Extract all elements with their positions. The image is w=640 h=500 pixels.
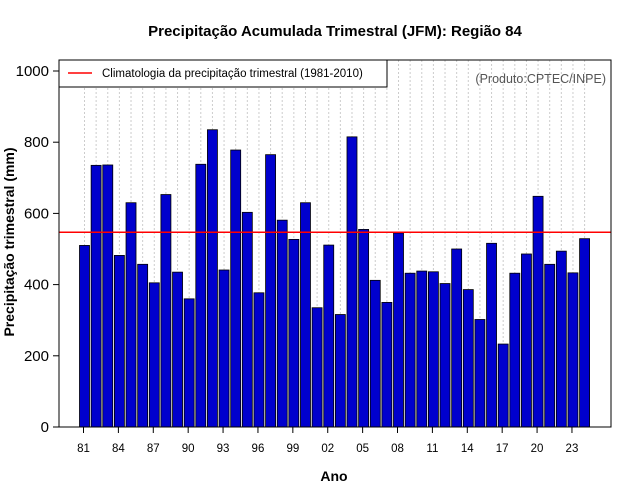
bar-06 [369,279,381,428]
legend-box [58,59,388,88]
legend: Climatologia da precipitação trimestral … [58,59,388,88]
bar-96 [253,292,265,428]
bar-02 [323,244,335,428]
y-tick-label-0: 0 [41,419,49,436]
credit-text: (Produto:CPTEC/INPE) [475,72,606,86]
bar-10 [416,270,428,428]
x-tick-label-17: 17 [496,443,509,455]
x-axis: 81 84 87 90 93 96 99 02 05 08 11 14 17 20 23 [77,427,578,455]
bar-92 [207,129,218,428]
bar-82 [90,164,102,428]
x-tick-label-08: 08 [391,443,404,455]
y-axis: 0 200 400 600 800 1000 [16,63,59,436]
y-axis-label: Precipitação trimestral (mm) [1,147,17,336]
bar-84 [113,255,125,428]
bar-05 [358,229,370,428]
bar-21 [544,263,556,428]
bar-98 [276,219,288,428]
bar-99 [288,238,300,428]
bar-08 [393,232,404,428]
bar-23 [567,272,579,428]
bar-01 [311,307,323,428]
bar-89 [172,271,183,428]
bar-18 [509,272,521,428]
x-tick-label-96: 96 [252,443,265,455]
bar-93 [218,269,230,428]
chart-title: Precipitação Acumulada Trimestral (JFM):… [148,23,522,40]
bar-19 [521,253,532,428]
x-tick-label-11: 11 [426,443,438,455]
bar-17 [497,343,509,428]
x-tick-label-90: 90 [182,443,195,455]
bar-95 [241,211,253,428]
x-tick-label-84: 84 [112,443,125,455]
bar-97 [265,154,276,428]
x-axis-label: Ano [320,468,347,484]
x-tick-label-14: 14 [461,443,474,455]
bar-15 [474,319,486,428]
legend-entry-climatology: Climatologia da precipitação trimestral … [102,68,363,80]
bar-24 [579,238,590,428]
x-tick-label-05: 05 [356,443,369,455]
bar-16 [486,242,497,428]
y-tick-label-400: 400 [24,277,49,294]
y-tick-label-600: 600 [24,205,49,222]
bar-85 [125,202,137,428]
bar-20 [532,195,544,428]
y-tick-label-800: 800 [24,134,49,151]
x-tick-label-99: 99 [286,443,299,455]
x-tick-label-23: 23 [566,443,579,455]
bar-22 [555,250,567,428]
bar-00 [300,202,311,428]
bar-81 [79,245,90,428]
bar-09 [404,272,416,428]
bar-83 [102,164,114,428]
y-tick-label-1000: 1000 [16,63,49,80]
bar-04 [346,136,358,428]
x-tick-label-02: 02 [321,443,334,455]
bar-87 [148,282,160,428]
x-tick-label-87: 87 [147,443,160,455]
bar-86 [137,263,149,428]
bar-91 [195,163,207,428]
bar-12 [439,283,451,428]
bar-03 [334,314,346,428]
bar-90 [183,298,195,428]
x-tick-label-93: 93 [217,443,230,455]
bar-94 [230,149,242,428]
y-tick-label-200: 200 [24,348,49,365]
bar-11 [427,271,439,428]
bar-88 [160,194,172,428]
bar-series [79,129,590,428]
bar-13 [451,248,463,428]
x-tick-label-81: 81 [77,443,90,455]
bar-14 [462,289,474,428]
bar-07 [381,301,393,428]
x-tick-label-20: 20 [531,443,544,455]
